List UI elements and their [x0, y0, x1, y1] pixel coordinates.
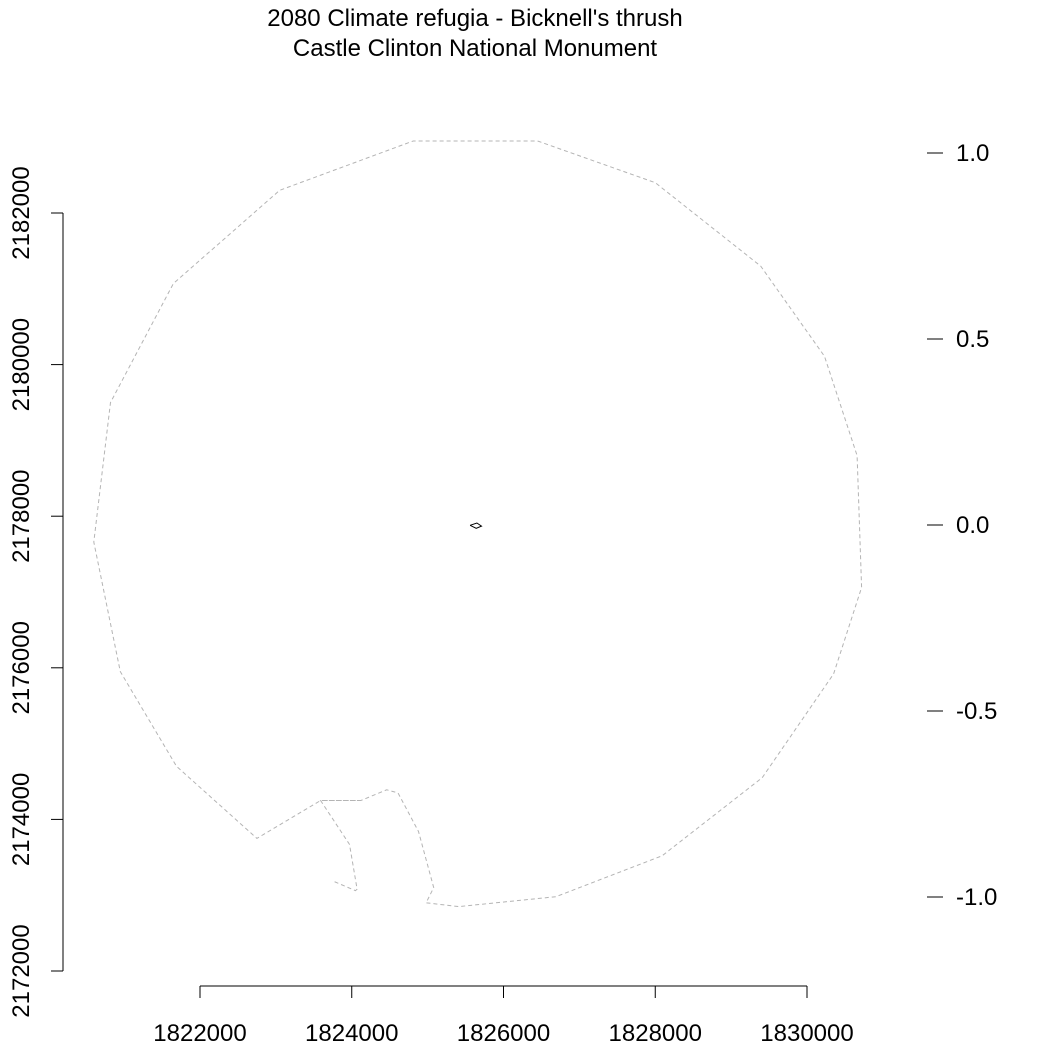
x-tick-label: 1830000 — [760, 1020, 853, 1047]
refugia-boundary — [93, 140, 863, 908]
y-tick-label: 2174000 — [8, 773, 35, 866]
y-axis: 2172000 2174000 2176000 2178000 2180000 21820… — [8, 166, 64, 1018]
right-tick-label: -0.5 — [956, 698, 997, 725]
chart-subtitle: Castle Clinton National Monument — [293, 35, 658, 62]
y-tick-label: 2172000 — [8, 924, 35, 1017]
y-tick-label: 2180000 — [8, 318, 35, 411]
y-tick-label: 2178000 — [8, 469, 35, 562]
right-tick-label: -1.0 — [956, 884, 997, 911]
x-tick-label: 1824000 — [305, 1020, 398, 1047]
x-tick-label: 1826000 — [457, 1020, 550, 1047]
y-tick-label: 2182000 — [8, 166, 35, 259]
x-tick-label: 1828000 — [609, 1020, 702, 1047]
park-site-marker — [469, 522, 483, 529]
right-tick-label: 0.5 — [956, 326, 989, 353]
refugia-boundary-layer — [93, 140, 863, 908]
right-tick-label: 1.0 — [956, 140, 989, 167]
chart-title: 2080 Climate refugia - Bicknell's thrush — [267, 5, 682, 32]
value-axis-right: 1.0 0.5 0.0 -0.5 -1.0 — [927, 140, 997, 911]
y-tick-label: 2176000 — [8, 621, 35, 714]
right-tick-label: 0.0 — [956, 512, 989, 539]
site-layer — [469, 522, 483, 529]
x-axis: 1822000 1824000 1826000 1828000 1830000 — [153, 985, 854, 1047]
x-tick-label: 1822000 — [153, 1020, 246, 1047]
